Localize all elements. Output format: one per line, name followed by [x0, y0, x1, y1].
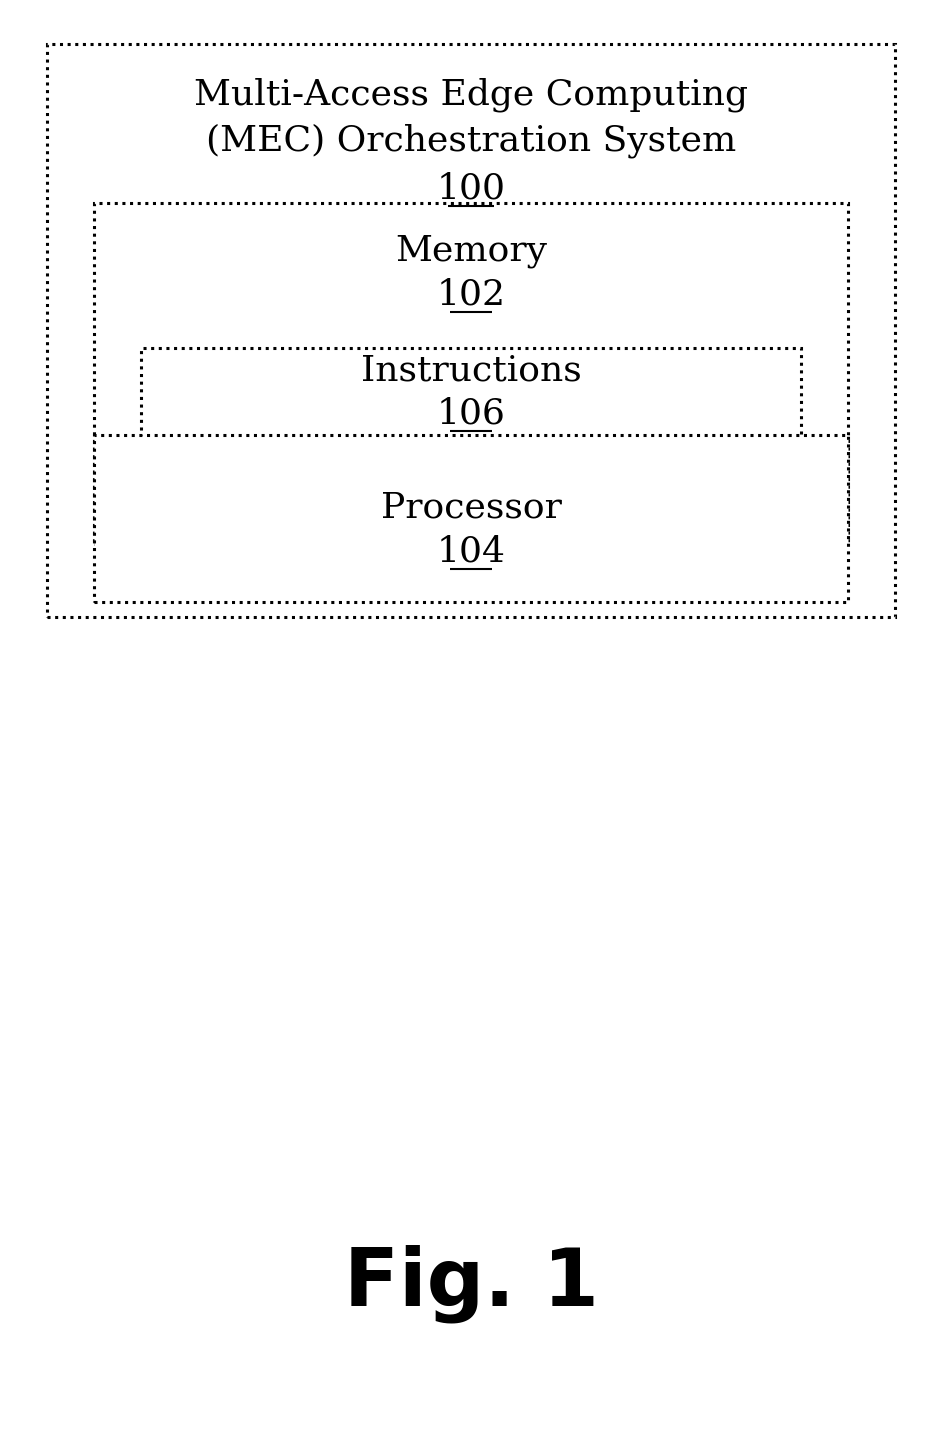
Text: Processor: Processor [381, 490, 561, 525]
Text: 100: 100 [436, 171, 506, 206]
Text: Multi-Access Edge Computing: Multi-Access Edge Computing [194, 77, 748, 112]
Text: (MEC) Orchestration System: (MEC) Orchestration System [206, 123, 736, 158]
Text: 102: 102 [436, 277, 506, 312]
FancyBboxPatch shape [94, 203, 848, 544]
FancyBboxPatch shape [141, 348, 801, 515]
Text: Memory: Memory [395, 234, 547, 268]
Text: 106: 106 [436, 396, 506, 431]
Text: Instructions: Instructions [361, 353, 581, 387]
FancyBboxPatch shape [94, 435, 848, 602]
Text: 104: 104 [436, 534, 506, 569]
Text: Fig. 1: Fig. 1 [344, 1245, 598, 1323]
FancyBboxPatch shape [47, 44, 895, 617]
